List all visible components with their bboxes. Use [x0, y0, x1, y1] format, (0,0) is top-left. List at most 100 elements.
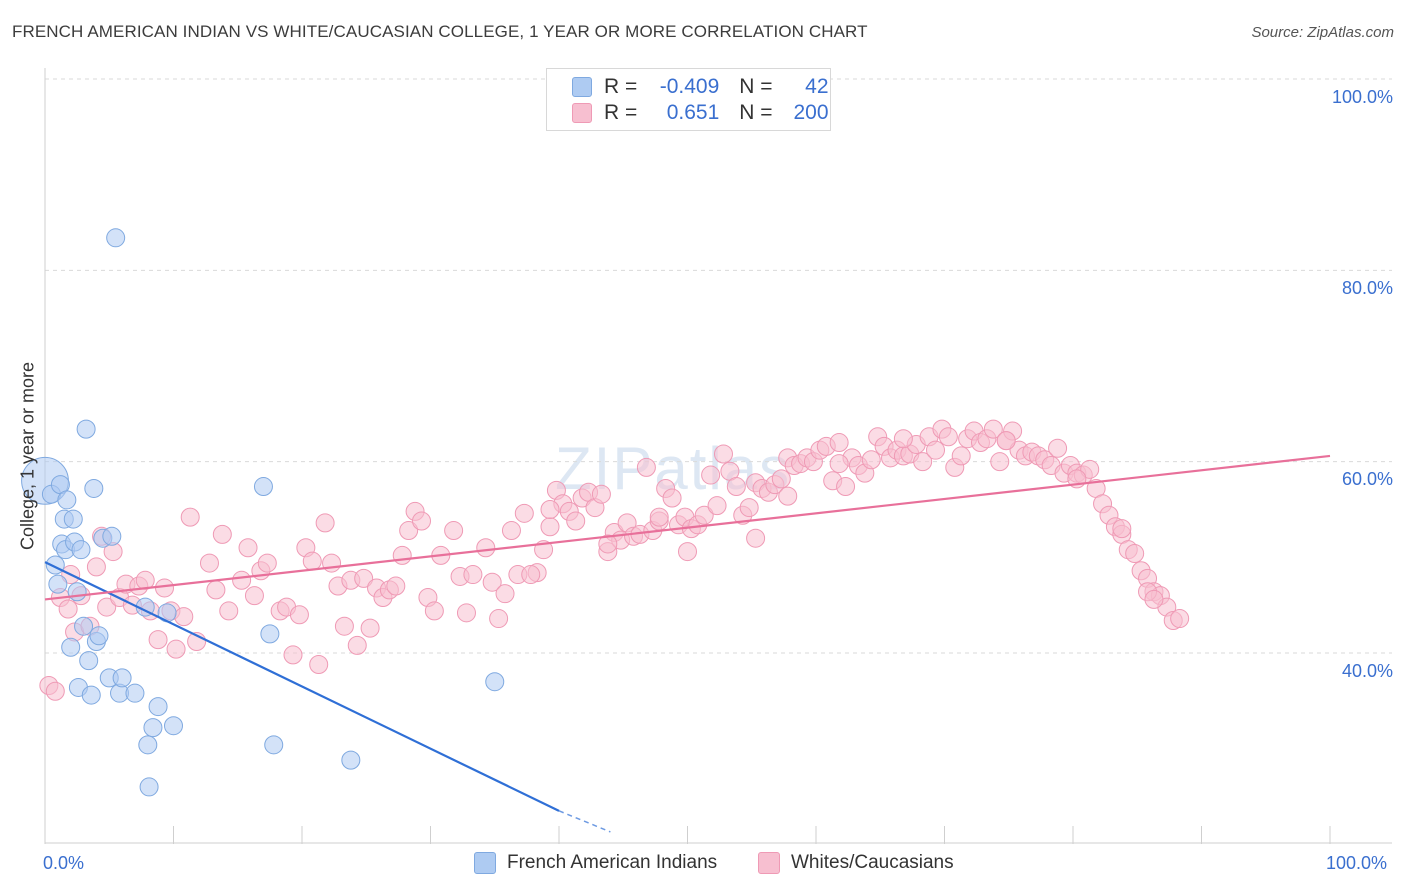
legend-r-value: 0.651 — [666, 101, 720, 124]
data-point — [1170, 609, 1190, 629]
data-point — [996, 431, 1016, 451]
legend-item-whites-caucasians[interactable]: Whites/Caucasians — [758, 852, 954, 874]
axes — [44, 68, 1392, 844]
x-tick-label-min: 0.0% — [43, 853, 85, 873]
data-point — [540, 517, 560, 537]
data-point — [322, 553, 342, 573]
data-point — [649, 507, 669, 527]
data-point — [482, 572, 502, 592]
legend-item-french-american-indians[interactable]: French American Indians — [474, 852, 717, 874]
data-point — [739, 498, 759, 518]
data-point — [112, 668, 132, 688]
data-point — [264, 735, 284, 755]
legend-n-value: 42 — [805, 75, 829, 98]
legend-r-value: -0.409 — [659, 75, 720, 98]
data-point — [829, 433, 849, 453]
data-point — [893, 429, 913, 449]
data-point — [253, 477, 273, 497]
data-point — [678, 542, 697, 562]
data-point — [309, 654, 329, 674]
y-tick-label: 100.0% — [1331, 87, 1393, 107]
data-point — [354, 568, 374, 588]
data-point — [495, 584, 515, 604]
source-attribution: Source: ZipAtlas.com — [1251, 24, 1394, 41]
data-point — [360, 618, 380, 638]
chart-title: FRENCH AMERICAN INDIAN VS WHITE/CAUCASIA… — [12, 22, 868, 41]
data-point — [260, 624, 280, 644]
data-point — [412, 511, 432, 531]
y-tick-label: 40.0% — [1341, 661, 1393, 681]
data-point — [726, 477, 746, 497]
data-point — [79, 651, 99, 671]
points-blue — [21, 228, 505, 797]
data-point — [58, 599, 78, 619]
data-point — [540, 500, 560, 519]
data-point — [951, 446, 971, 466]
legend-n-label: N = — [739, 101, 773, 124]
legend-swatch-blue — [572, 77, 592, 97]
data-point — [514, 503, 534, 523]
data-point — [257, 553, 277, 573]
data-point — [1125, 544, 1145, 564]
legend-swatch-pink — [572, 103, 592, 123]
data-point — [143, 718, 163, 738]
data-point — [302, 551, 322, 571]
data-point — [148, 630, 168, 650]
data-point — [97, 597, 117, 617]
legend-swatch-pink — [758, 852, 780, 874]
data-point — [771, 469, 791, 489]
data-point — [76, 419, 96, 439]
data-point — [166, 639, 186, 659]
data-point — [84, 478, 104, 498]
data-point — [148, 697, 168, 717]
data-point — [106, 228, 126, 248]
data-point — [476, 538, 496, 558]
legend-n-value: 200 — [793, 101, 829, 124]
data-point — [139, 777, 159, 797]
data-point — [206, 580, 226, 600]
data-point — [386, 576, 406, 596]
data-point — [174, 607, 194, 627]
data-point — [424, 601, 444, 621]
data-point — [67, 582, 87, 602]
data-point — [713, 444, 733, 464]
data-point — [1112, 519, 1132, 539]
legend-row-blue: R = -0.409 N = 42 — [572, 74, 829, 100]
data-point — [392, 545, 412, 565]
data-point — [662, 488, 682, 508]
legend-label: French American Indians — [507, 852, 718, 873]
data-point — [399, 521, 419, 541]
data-point — [1048, 438, 1068, 458]
data-point — [81, 685, 101, 705]
data-point — [746, 528, 766, 548]
data-point — [913, 452, 933, 472]
data-point — [456, 603, 476, 623]
data-point — [180, 507, 200, 527]
data-point — [334, 616, 354, 636]
data-point — [71, 540, 91, 560]
points-pink — [39, 419, 1190, 701]
data-point — [289, 605, 309, 625]
data-point — [315, 513, 335, 533]
data-point — [244, 586, 264, 606]
data-point — [463, 565, 483, 585]
data-point — [57, 490, 77, 510]
data-point — [861, 450, 881, 470]
trend-line-pink — [44, 454, 1331, 601]
data-point — [45, 681, 65, 701]
trend-line-blue-extension — [558, 810, 611, 833]
data-point — [938, 427, 958, 447]
grid-lines — [45, 78, 1392, 654]
data-point — [212, 524, 232, 544]
legend-label: Whites/Caucasians — [791, 852, 954, 873]
data-point — [829, 454, 849, 474]
data-point — [232, 570, 252, 590]
trend-line-blue — [44, 561, 560, 812]
y-tick-label: 80.0% — [1341, 278, 1393, 298]
data-point — [347, 635, 367, 655]
data-point — [89, 626, 109, 646]
data-point — [694, 505, 714, 525]
data-point — [521, 565, 541, 585]
data-point — [341, 750, 361, 770]
